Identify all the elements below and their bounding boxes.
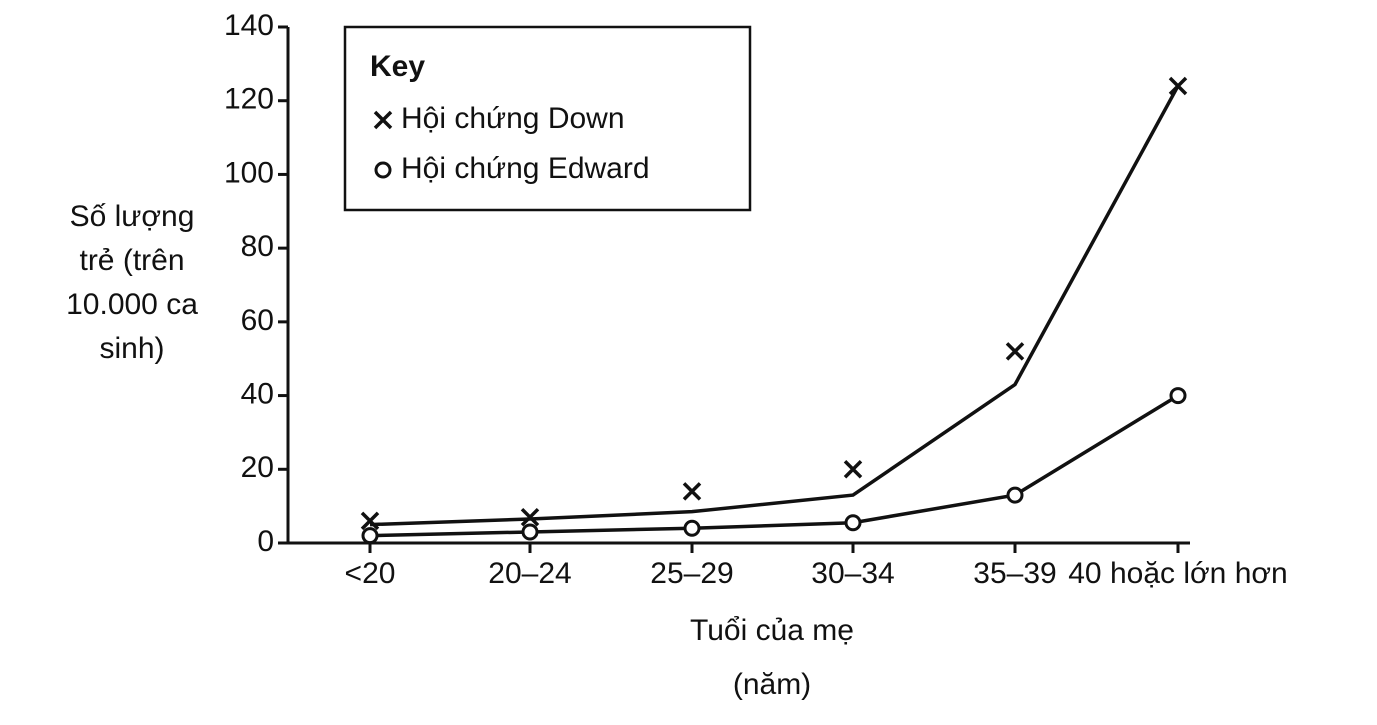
x-tick-label: <20 [345, 557, 396, 590]
data-point [1169, 387, 1187, 405]
data-point [1168, 76, 1188, 96]
y-tick-label: 140 [224, 9, 274, 42]
data-point [683, 519, 701, 537]
y-tick-label: 0 [257, 525, 274, 558]
fit-line [369, 85, 1180, 527]
legend-label: Hội chứng Edward [401, 152, 650, 185]
data-point [1006, 486, 1024, 504]
data-point [361, 527, 379, 545]
legend-title: Key [370, 50, 425, 83]
data-point [1005, 342, 1025, 361]
y-axis-label: Số lượng [70, 200, 195, 233]
y-axis-label: sinh) [99, 332, 164, 365]
x-tick-label: 35–39 [973, 557, 1056, 590]
x-tick-label: 40 hoặc lớn hơn [1068, 557, 1288, 590]
x-axis-label: (năm) [733, 668, 811, 701]
legend-marker [374, 161, 392, 179]
data-point [682, 482, 702, 501]
x-tick-label: 25–29 [650, 557, 733, 590]
x-axis-label: Tuổi của mẹ [690, 614, 854, 647]
x-tick-label: 20–24 [488, 557, 571, 590]
y-tick-label: 40 [241, 377, 274, 410]
legend-label: Hội chứng Down [401, 102, 625, 135]
legend-marker [373, 110, 393, 130]
y-tick-label: 80 [241, 230, 274, 263]
y-tick-label: 120 [224, 83, 274, 116]
legend-box [343, 25, 752, 212]
y-axis-label: 10.000 ca [66, 288, 198, 321]
data-point [520, 507, 540, 527]
y-tick-label: 20 [241, 451, 274, 484]
data-point [844, 514, 862, 532]
y-tick-label: 100 [224, 156, 274, 189]
fit-line [369, 394, 1179, 538]
y-axis-label: trẻ (trên [79, 244, 184, 277]
data-point [360, 511, 380, 531]
x-tick-label: 30–34 [811, 557, 894, 590]
data-point [521, 523, 539, 541]
data-point [843, 460, 863, 479]
y-tick-label: 60 [241, 304, 274, 337]
